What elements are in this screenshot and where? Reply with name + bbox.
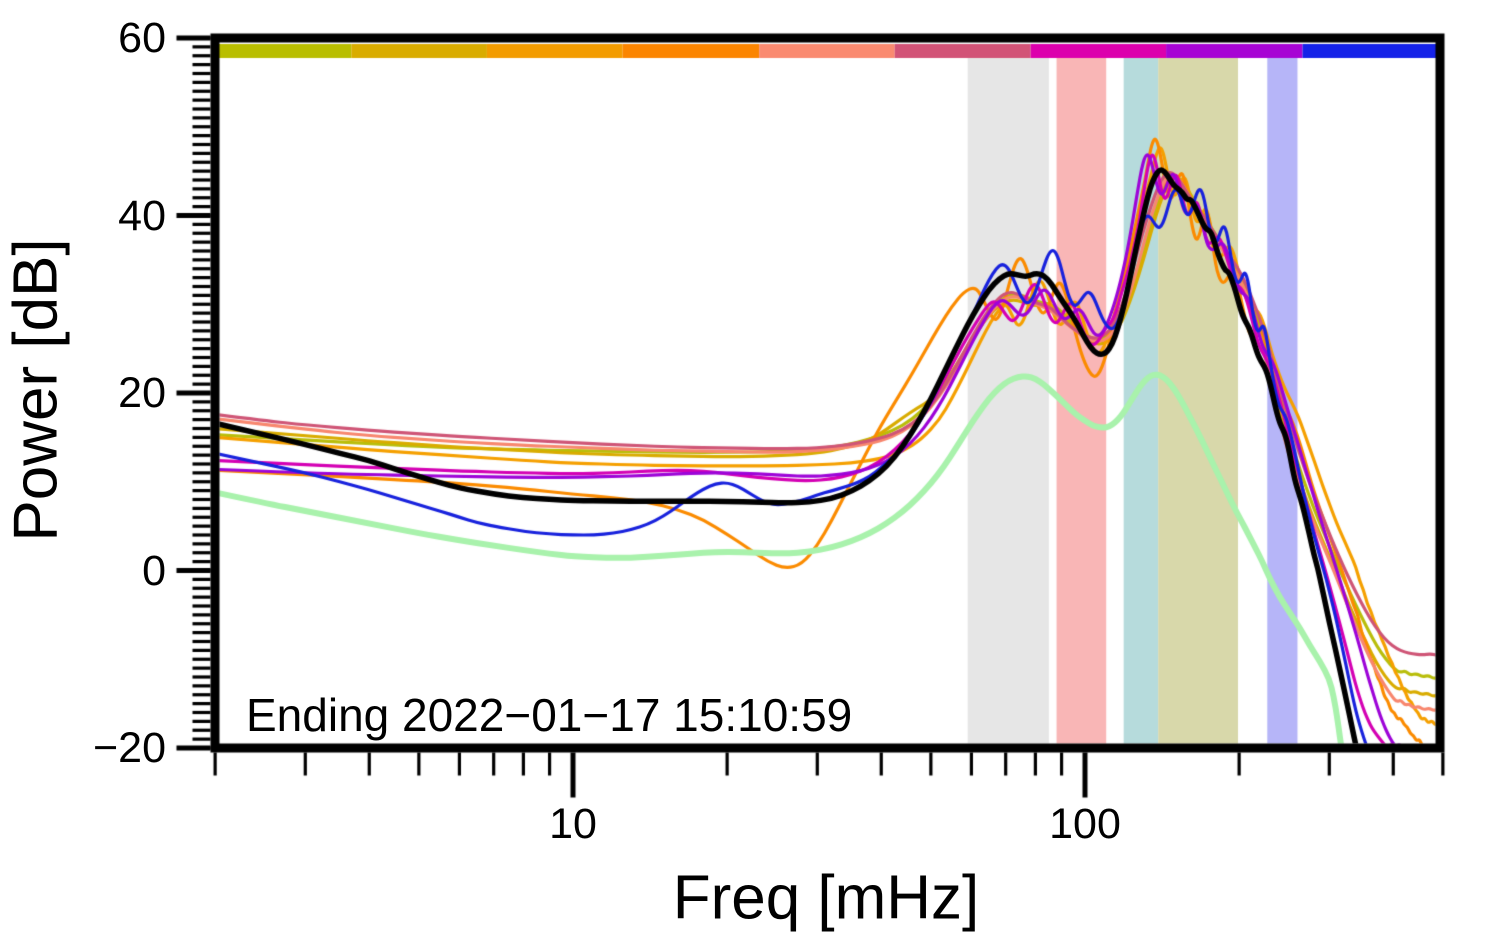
y-tick-label-60: 60	[118, 14, 166, 62]
y-tick-label-m20: −20	[93, 724, 166, 772]
x-tick-label-10: 10	[549, 800, 597, 848]
y-axis-title: Power [dB]	[1, 238, 71, 542]
y-tick-label-20: 20	[118, 369, 166, 417]
y-tick-label-0: 0	[142, 547, 166, 595]
y-tick-label-40: 40	[118, 192, 166, 240]
x-axis-title: Freq [mHz]	[672, 863, 980, 933]
ending-time-annotation: Ending 2022−01−17 15:10:59	[246, 689, 853, 741]
x-tick-label-100: 100	[1049, 800, 1121, 848]
